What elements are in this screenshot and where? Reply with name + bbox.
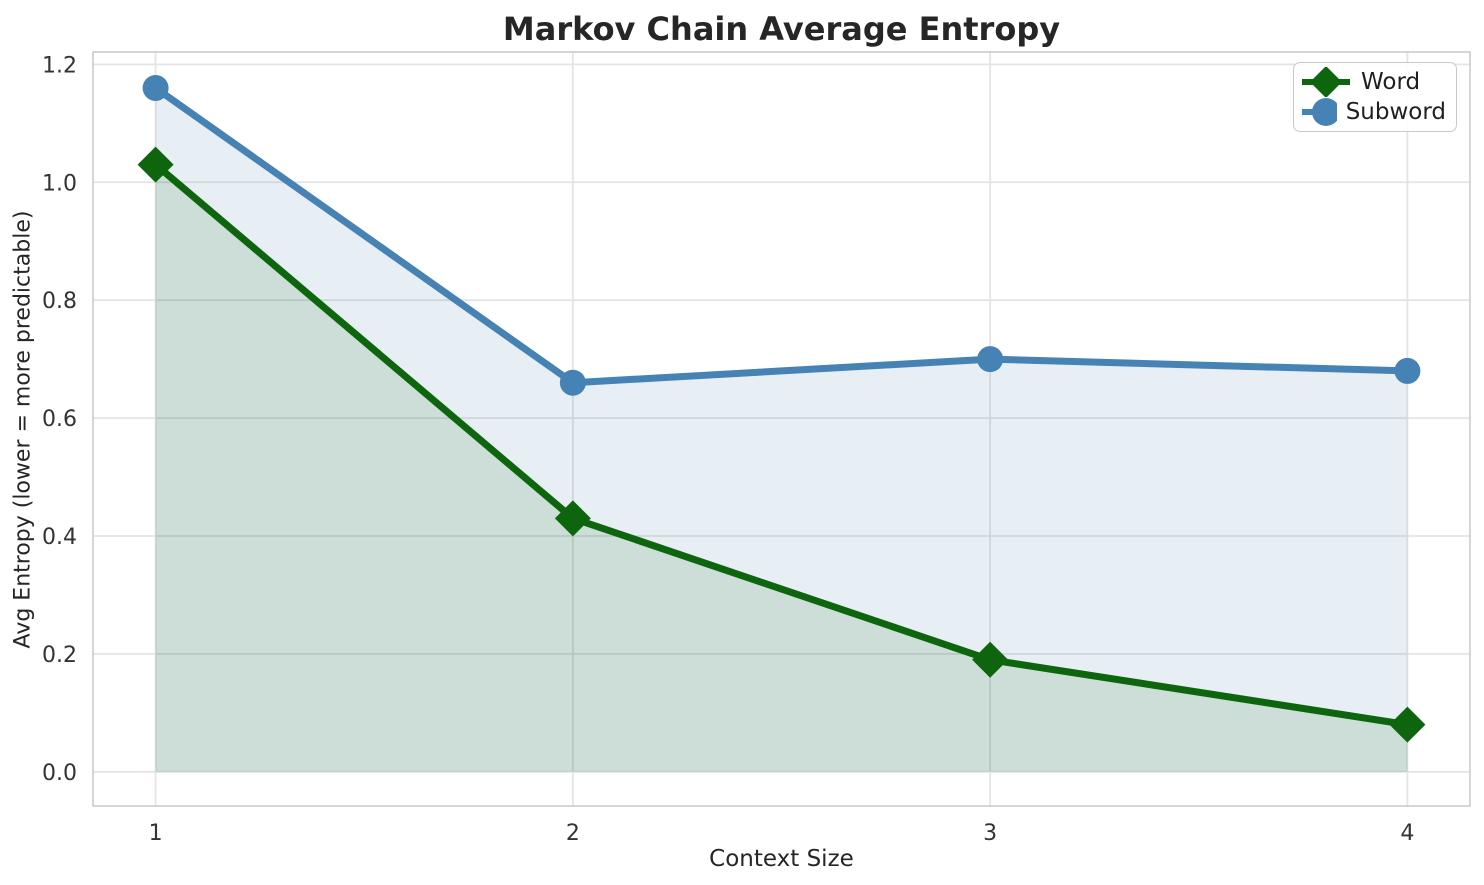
x-tick-label: 3 (983, 821, 997, 846)
legend-label-word: Word (1361, 69, 1421, 95)
subword-line (152, 84, 1411, 387)
word-diamond-marker-icon (1302, 67, 1350, 97)
legend-item-word: Word (1300, 67, 1446, 97)
subword-marker (1394, 357, 1421, 384)
legend: Word Subword (1293, 62, 1457, 132)
subword-circle-marker-icon (1302, 98, 1337, 126)
subword-marker (977, 346, 1004, 373)
axes-spines (92, 51, 1471, 807)
word-marker (137, 146, 174, 183)
y-tick-label: 0.0 (42, 761, 77, 786)
word-marker (554, 500, 591, 537)
x-axis-label: Context Size (709, 846, 854, 872)
subword-marker (142, 74, 169, 101)
y-tick-label: 0.6 (42, 407, 77, 432)
word-marker (972, 641, 1009, 678)
y-tick-label: 1.0 (42, 171, 77, 196)
word-area-fill (155, 164, 1408, 772)
x-tick-label: 2 (566, 821, 580, 846)
x-tick-label: 1 (149, 821, 163, 846)
y-tick-label: 0.4 (42, 525, 77, 550)
word-marker (1389, 706, 1426, 743)
y-tick-label: 0.8 (42, 289, 77, 314)
y-tick-label: 1.2 (42, 53, 77, 78)
subword-area-fill (155, 87, 1408, 772)
chart-title: Markov Chain Average Entropy (502, 10, 1061, 48)
legend-label-subword: Subword (1345, 99, 1446, 125)
y-tick-label: 0.2 (42, 643, 77, 668)
legend-item-subword: Subword (1300, 97, 1446, 127)
subword-marker (559, 369, 586, 396)
x-tick-label: 4 (1400, 821, 1414, 846)
word-line (152, 161, 1411, 729)
